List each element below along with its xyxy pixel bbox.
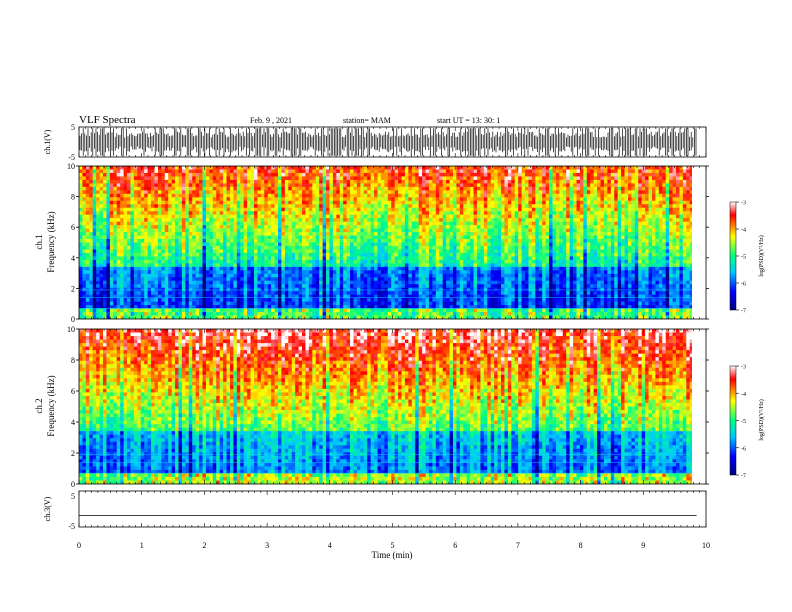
ch1-colorbar-tick-label: -7 [741,309,746,315]
ch2-freq-tick-label: 8 [71,356,75,365]
ch3-waveform-frame [78,490,707,528]
ch2-freq-tick-label: 6 [71,387,75,396]
ch1-colorbar [729,201,737,311]
ch2-freq-ticks: 0 2 4 6 8 10 [67,325,709,489]
ch1-colorbar-tick-label: -6 [741,282,746,288]
ch1-freq-tick-label: 4 [71,254,75,263]
ch3-waveform-ylabel: ch.3(V) [43,496,52,521]
ch1-freq-tick-label: 10 [67,162,75,171]
ch1-freq-ticks: 0 2 4 6 8 10 [67,162,709,324]
ch1-spectrogram-ylabel-channel: ch.1 [34,234,44,249]
chart-title: VLF Spectra [79,114,136,126]
ch2-colorbar [729,365,737,476]
ch1-freq-tick-label: 2 [71,284,75,293]
ch1-ytick-top: 5 [71,123,75,132]
start-time-label: start UT = 13: 30: 1 [437,116,500,125]
time-tick-label: 4 [328,541,332,550]
ch1-colorbar-tick-label: -5 [741,255,746,261]
ch1-waveform-ylabel: ch.1(V) [43,129,52,154]
ch2-spectrogram-image [79,329,692,484]
ch1-waveform-line [79,128,697,156]
ch2-spectrogram-ylabel-channel: ch.2 [34,398,44,413]
ch3-waveform-panel: 5 -5 ch.3(V) 0 1 2 3 4 5 6 7 8 9 10 Time (min) [43,127,710,560]
ch3-ytick-top: 5 [71,492,75,501]
ch1-colorbar-tick-label: -4 [741,228,746,234]
ch2-colorbar-tick-label: -5 [741,419,746,425]
time-tick-label: 10 [702,541,710,550]
ch1-ytick-bottom: -5 [68,153,75,162]
ch2-colorbar-tick-label: -4 [741,392,746,398]
time-tick-label: 9 [641,541,645,550]
time-tick-label: 2 [202,541,206,550]
date-label: Feb. 9 , 2021 [250,116,292,125]
ch2-freq-tick-label: 0 [71,480,75,489]
ch1-colorbar-tick-label: -3 [741,201,746,207]
ch2-freq-tick-label: 2 [71,449,75,458]
time-axis-ticks: 0 1 2 3 4 5 6 7 8 9 10 [77,127,710,550]
ch1-spectrogram-image [79,166,692,319]
ch1-spectrogram-ylabel-freq: Frequency (kHz) [46,211,56,272]
time-tick-label: 6 [453,541,457,550]
ch1-freq-tick-label: 6 [71,223,75,232]
time-axis-label: Time (min) [372,550,413,560]
time-tick-label: 5 [391,541,395,550]
ch2-colorbar-ticks: -3 -4 -5 -6 -7 [736,365,746,480]
ch1-colorbar-ticks: -3 -4 -5 -6 -7 [736,201,746,315]
ch1-freq-tick-label: 0 [71,315,75,324]
ch2-freq-tick-label: 10 [67,325,75,334]
ch1-freq-tick-label: 8 [71,193,75,202]
ch2-spectrogram-ylabel-freq: Frequency (kHz) [46,375,56,436]
time-tick-label: 0 [77,541,81,550]
ch2-colorbar-label: log(PSD)(V²/Hz) [758,399,765,440]
time-tick-label: 3 [265,541,269,550]
time-tick-label: 8 [579,541,583,550]
ch2-colorbar-tick-label: -3 [741,365,746,371]
station-label: station= MAM [343,116,391,125]
ch1-waveform-panel: 5 -5 ch.1(V) [43,123,707,162]
ch1-waveform-trace [79,128,697,156]
ch2-colorbar-tick-label: -7 [741,474,746,480]
ch3-ytick-bottom: -5 [68,522,75,531]
time-tick-label: 1 [140,541,144,550]
ch2-colorbar-tick-label: -6 [741,446,746,452]
time-tick-label: 7 [516,541,520,550]
ch2-freq-tick-label: 4 [71,418,75,427]
ch1-colorbar-label: log(PSD)(V²/Hz) [758,235,765,276]
